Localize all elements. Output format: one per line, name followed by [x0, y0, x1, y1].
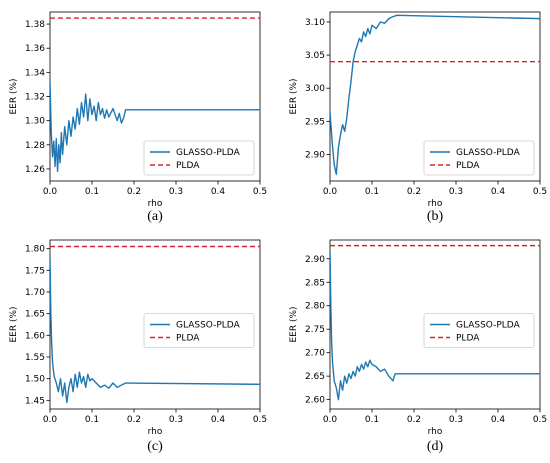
- x-tick-label: 0.4: [491, 415, 506, 425]
- legend-box: [143, 313, 255, 348]
- legend: GLASSO-PLDA PLDA: [423, 313, 535, 348]
- y-tick-label: 2.80: [305, 302, 325, 312]
- legend-label: GLASSO-PLDA: [176, 148, 241, 158]
- x-tick-label: 0.5: [253, 187, 267, 197]
- legend: GLASSO-PLDA PLDA: [143, 140, 255, 176]
- y-tick-label: 2.85: [305, 278, 325, 288]
- y-tick-label: 2.90: [305, 255, 325, 265]
- x-tick-label: 0.1: [85, 187, 99, 197]
- x-tick-label: 0.4: [491, 187, 506, 197]
- legend-box: [143, 140, 255, 176]
- y-tick-label: 1.36: [25, 44, 45, 54]
- glasso-plda-line: [50, 257, 260, 404]
- legend-box: [423, 140, 535, 176]
- y-tick-label: 3.00: [305, 84, 325, 94]
- y-tick-label: 1.26: [25, 165, 45, 175]
- y-tick-label: 1.55: [25, 353, 45, 363]
- chart-panel-3: 0.0 0.1 0.2 0.3 0.4 0.5 2.60 2.65 2.70 2.75 2.80 2.…: [289, 239, 547, 454]
- y-tick-label: 2.75: [305, 325, 325, 335]
- x-tick-label: 0.0: [323, 187, 338, 197]
- x-tick-label: 0.3: [449, 415, 463, 425]
- glasso-plda-line: [330, 14, 540, 176]
- x-tick-label: 0.1: [365, 187, 379, 197]
- legend-label: PLDA: [176, 161, 200, 171]
- y-tick-label: 1.80: [25, 245, 45, 255]
- legend-label: PLDA: [176, 334, 200, 344]
- x-tick-label: 0.5: [253, 415, 267, 425]
- y-tick-label: 1.50: [25, 375, 45, 385]
- y-tick-label: 2.95: [305, 117, 325, 127]
- y-tick-label: 1.70: [25, 288, 45, 298]
- panel-caption: (b): [427, 209, 444, 224]
- x-tick-label: 0.0: [323, 415, 338, 425]
- y-axis-label: EER (%): [289, 78, 299, 114]
- x-tick-label: 0.0: [43, 187, 58, 197]
- x-tick-label: 0.2: [127, 187, 141, 197]
- legend-label: GLASSO-PLDA: [456, 321, 521, 331]
- y-tick-label: 1.75: [25, 266, 45, 276]
- y-tick-label: 1.34: [25, 68, 45, 78]
- x-tick-label: 0.1: [365, 415, 379, 425]
- panel-caption: (c): [147, 439, 163, 454]
- y-tick-label: 2.65: [305, 372, 325, 382]
- y-tick-label: 1.32: [25, 93, 45, 103]
- glasso-plda-line: [330, 249, 540, 401]
- legend-label: GLASSO-PLDA: [176, 321, 241, 331]
- y-tick-label: 2.90: [305, 150, 325, 160]
- x-axis-label: rho: [148, 199, 163, 209]
- y-tick-label: 1.65: [25, 310, 45, 320]
- y-tick-label: 3.05: [305, 51, 325, 61]
- legend-label: PLDA: [456, 334, 480, 344]
- legend-box: [423, 313, 535, 348]
- chart-panel-0: 0.0 0.1 0.2 0.3 0.4 0.5 1.26 1.28 1.30 1.32 1.34 1.…: [9, 11, 267, 224]
- legend: GLASSO-PLDA PLDA: [423, 140, 535, 176]
- legend-label: GLASSO-PLDA: [456, 148, 521, 158]
- x-tick-label: 0.1: [85, 415, 99, 425]
- y-axis-label: EER (%): [289, 306, 299, 342]
- y-tick-label: 2.60: [305, 396, 325, 406]
- chart-panel-2: 0.0 0.1 0.2 0.3 0.4 0.5 1.45 1.50 1.55 1.60 1.65 1.…: [9, 239, 267, 454]
- legend-label: PLDA: [456, 161, 480, 171]
- y-axis-label: EER (%): [9, 78, 19, 114]
- x-tick-label: 0.3: [449, 187, 463, 197]
- y-axis-label: EER (%): [9, 306, 19, 342]
- x-axis-label: rho: [428, 199, 443, 209]
- glasso-plda-line: [50, 81, 260, 173]
- x-tick-label: 0.4: [211, 415, 226, 425]
- y-tick-label: 1.30: [25, 117, 45, 127]
- x-tick-label: 0.2: [407, 187, 421, 197]
- panel-caption: (a): [147, 209, 163, 224]
- x-tick-label: 0.3: [169, 415, 183, 425]
- x-tick-label: 0.5: [533, 187, 547, 197]
- x-axis-label: rho: [148, 427, 163, 437]
- x-tick-label: 0.2: [407, 415, 421, 425]
- y-tick-label: 1.60: [25, 331, 45, 341]
- x-tick-label: 0.0: [43, 415, 58, 425]
- legend: GLASSO-PLDA PLDA: [143, 313, 255, 348]
- y-tick-label: 2.70: [305, 349, 325, 359]
- y-tick-label: 3.10: [305, 18, 325, 28]
- x-tick-label: 0.4: [211, 187, 226, 197]
- x-tick-label: 0.5: [533, 415, 547, 425]
- y-tick-label: 1.28: [25, 141, 45, 151]
- x-axis-label: rho: [428, 427, 443, 437]
- y-tick-label: 1.38: [25, 20, 45, 30]
- y-tick-label: 1.45: [25, 396, 45, 406]
- x-tick-label: 0.2: [127, 415, 141, 425]
- panel-caption: (d): [427, 439, 444, 454]
- chart-panel-1: 0.0 0.1 0.2 0.3 0.4 0.5 2.90 2.95 3.00 3.05 3.10 rh…: [289, 11, 547, 224]
- x-tick-label: 0.3: [169, 187, 183, 197]
